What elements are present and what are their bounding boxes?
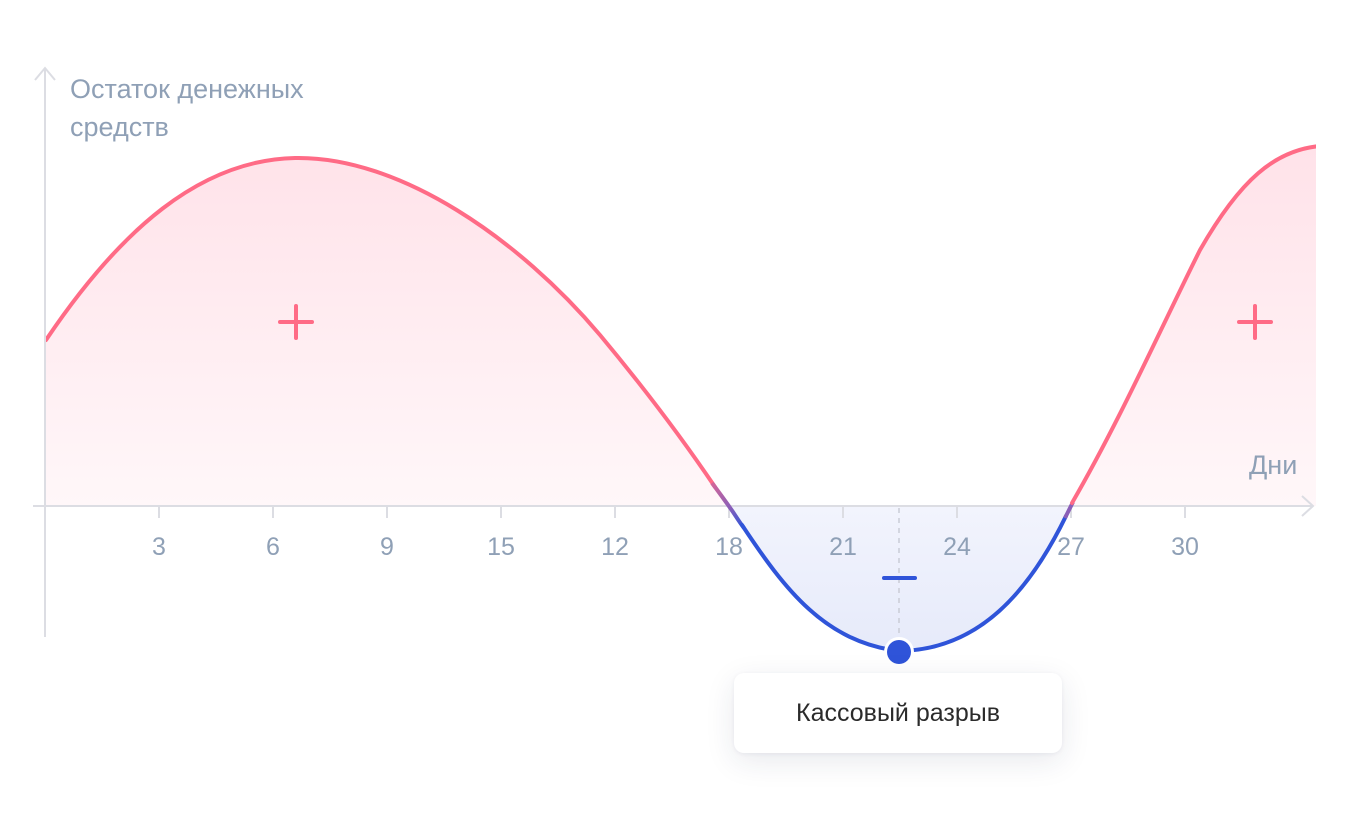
y-axis-arrow-icon <box>34 66 56 81</box>
x-axis-arrow-icon <box>1301 495 1315 517</box>
x-tick-label: 12 <box>601 533 629 561</box>
x-axis-label: Дни <box>1249 450 1298 480</box>
x-tick-label: 15 <box>487 533 515 561</box>
y-axis-label: Остаток денежных средств <box>70 74 304 142</box>
x-tick-label: 3 <box>152 533 166 561</box>
positive-area <box>46 146 1316 506</box>
cash-gap-marker-dot <box>887 640 911 664</box>
positive-line <box>46 155 717 489</box>
x-tick-label: 24 <box>943 533 971 561</box>
tooltip-text: Кассовый разрыв <box>796 698 1000 727</box>
x-tick-label: 27 <box>1057 533 1085 561</box>
x-tick-label: 30 <box>1171 533 1199 561</box>
x-tick-label: 9 <box>380 533 394 561</box>
x-tick-label: 6 <box>266 533 280 561</box>
positive-line-2 <box>1070 144 1316 505</box>
plus-icon <box>1237 304 1273 340</box>
cash-gap-tooltip: Кассовый разрыв <box>734 673 1062 753</box>
plus-icon <box>278 304 314 340</box>
x-tick-label: 18 <box>715 533 743 561</box>
x-tick-label: 21 <box>829 533 857 561</box>
